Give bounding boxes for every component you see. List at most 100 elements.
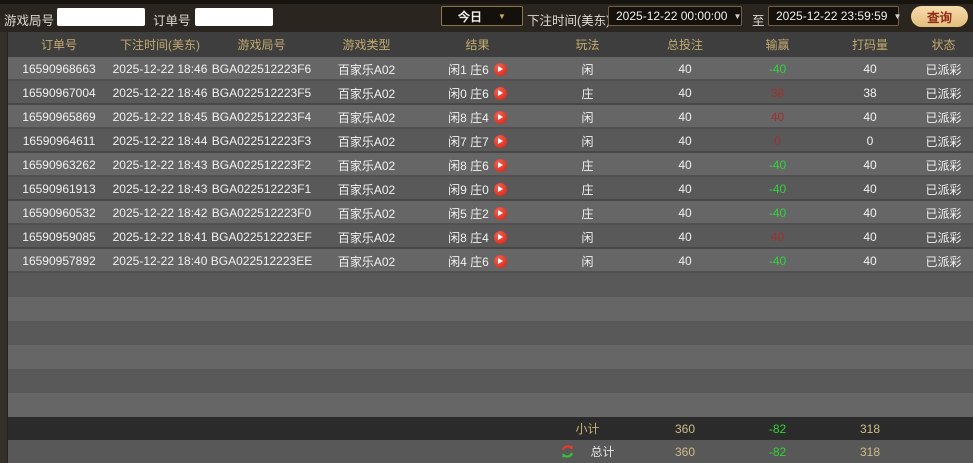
date-range-select[interactable]: 今日 ▼: [441, 6, 523, 26]
result-text: 闲8 庄4: [448, 110, 489, 125]
cell-result: 闲1 庄6: [420, 61, 535, 78]
play-icon[interactable]: [493, 254, 507, 268]
cell-rolling: 40: [863, 62, 877, 76]
cell-play: 庄: [581, 158, 594, 173]
cell-play: 闲: [581, 62, 594, 77]
cell-total-bet: 40: [678, 182, 692, 196]
table-body: 16590968663 2025-12-22 18:46 BGA022512223F…: [8, 57, 973, 417]
cell-game-round: BGA022512223F6: [211, 62, 312, 76]
cell-result: 闲8 庄4: [420, 229, 535, 246]
empty-row: [8, 345, 973, 369]
table-row: 16590960532 2025-12-22 18:42 BGA022512223F…: [8, 201, 973, 225]
cell-win-loss: 38: [770, 86, 785, 100]
start-time-select[interactable]: 2025-12-22 00:00:00 ▼: [608, 6, 742, 26]
cell-game-type: 百家乐A02: [337, 158, 396, 173]
cell-result: 闲7 庄7: [420, 133, 535, 150]
cell-rolling: 40: [863, 110, 877, 124]
play-icon[interactable]: [493, 206, 507, 220]
result-text: 闲4 庄6: [448, 254, 489, 269]
cell-bet-time: 2025-12-22 18:40: [112, 254, 208, 268]
game-round-input[interactable]: [57, 8, 145, 26]
chevron-down-icon: ▼: [498, 11, 506, 21]
cell-bet-time: 2025-12-22 18:46: [112, 86, 208, 100]
cell-order-id: 16590964611: [22, 134, 96, 148]
cell-game-type: 百家乐A02: [337, 134, 396, 149]
cell-win-loss: -40: [768, 158, 787, 172]
col-header-game-type: 游戏类型: [342, 38, 391, 52]
cell-order-id: 16590957892: [22, 254, 96, 268]
cell-status: 已派彩: [925, 110, 962, 125]
cell-bet-time: 2025-12-22 18:41: [112, 230, 208, 244]
empty-row: [8, 321, 973, 345]
result-text: 闲5 庄2: [448, 206, 489, 221]
col-header-play: 玩法: [575, 38, 600, 52]
cell-game-round: BGA022512223EE: [210, 254, 313, 268]
empty-row: [8, 393, 973, 417]
refresh-icon[interactable]: [560, 444, 575, 459]
table-header-row: 订单号 下注时间(美东) 游戏局号 游戏类型 结果 玩法 总投注 输赢 打码量 …: [8, 32, 973, 57]
to-label: 至: [752, 14, 765, 28]
result-text: 闲0 庄6: [448, 86, 489, 101]
empty-row: [8, 369, 973, 393]
table-row: 16590957892 2025-12-22 18:40 BGA022512223E…: [8, 249, 973, 273]
order-number-label: 订单号: [153, 14, 191, 28]
total-total-bet: 360: [674, 444, 696, 459]
empty-row: [8, 273, 973, 297]
result-text: 闲9 庄0: [448, 182, 489, 197]
subtotal-label: 小计: [575, 422, 600, 436]
cell-rolling: 0: [866, 134, 874, 148]
cell-win-loss: 40: [770, 110, 785, 124]
cell-game-type: 百家乐A02: [337, 86, 396, 101]
bet-records-table: 订单号 下注时间(美东) 游戏局号 游戏类型 结果 玩法 总投注 输赢 打码量 …: [8, 32, 973, 463]
cell-game-round: BGA022512223F0: [211, 206, 312, 220]
cell-status: 已派彩: [925, 158, 962, 173]
cell-total-bet: 40: [678, 230, 692, 244]
cell-game-round: BGA022512223F5: [211, 86, 312, 100]
play-icon[interactable]: [493, 134, 507, 148]
play-icon[interactable]: [493, 158, 507, 172]
play-icon[interactable]: [493, 110, 507, 124]
cell-game-type: 百家乐A02: [337, 206, 396, 221]
table-row: 16590968663 2025-12-22 18:46 BGA022512223F…: [8, 57, 973, 81]
result-text: 闲8 庄6: [448, 158, 489, 173]
cell-total-bet: 40: [678, 134, 692, 148]
result-text: 闲1 庄6: [448, 62, 489, 77]
col-header-total-bet: 总投注: [666, 38, 703, 52]
play-icon[interactable]: [493, 230, 507, 244]
cell-result: 闲8 庄4: [420, 109, 535, 126]
subtotal-row: 小计 360 -82 318: [8, 417, 973, 440]
cell-order-id: 16590960532: [22, 206, 96, 220]
col-header-result: 结果: [465, 38, 490, 52]
table-row: 16590964611 2025-12-22 18:44 BGA022512223F…: [8, 129, 973, 153]
cell-bet-time: 2025-12-22 18:46: [112, 62, 208, 76]
cell-play: 闲: [581, 254, 594, 269]
cell-rolling: 38: [863, 86, 877, 100]
cell-play: 闲: [581, 110, 594, 125]
cell-win-loss: 0: [774, 134, 781, 148]
cell-total-bet: 40: [678, 158, 692, 172]
cell-total-bet: 40: [678, 62, 692, 76]
col-header-status: 状态: [931, 38, 956, 52]
cell-game-round: BGA022512223F4: [211, 110, 312, 124]
col-header-bet-time: 下注时间(美东): [120, 38, 200, 52]
date-range-value: 今日: [458, 9, 483, 24]
cell-status: 已派彩: [925, 62, 962, 77]
end-time-select[interactable]: 2025-12-22 23:59:59 ▼: [768, 6, 902, 26]
cell-order-id: 16590963262: [22, 158, 96, 172]
search-button[interactable]: 查询: [911, 6, 968, 27]
table-row: 16590963262 2025-12-22 18:43 BGA022512223F…: [8, 153, 973, 177]
order-number-input[interactable]: [195, 8, 273, 26]
play-icon[interactable]: [493, 86, 507, 100]
play-icon[interactable]: [493, 62, 507, 76]
cell-order-id: 16590967004: [22, 86, 96, 100]
cell-status: 已派彩: [925, 134, 962, 149]
cell-status: 已派彩: [925, 254, 962, 269]
cell-rolling: 40: [863, 158, 877, 172]
play-icon[interactable]: [493, 182, 507, 196]
cell-play: 庄: [581, 86, 594, 101]
cell-win-loss: -40: [768, 182, 787, 196]
result-text: 闲7 庄7: [448, 134, 489, 149]
col-header-win-loss: 输赢: [765, 38, 790, 52]
chevron-down-icon: ▼: [893, 11, 902, 21]
